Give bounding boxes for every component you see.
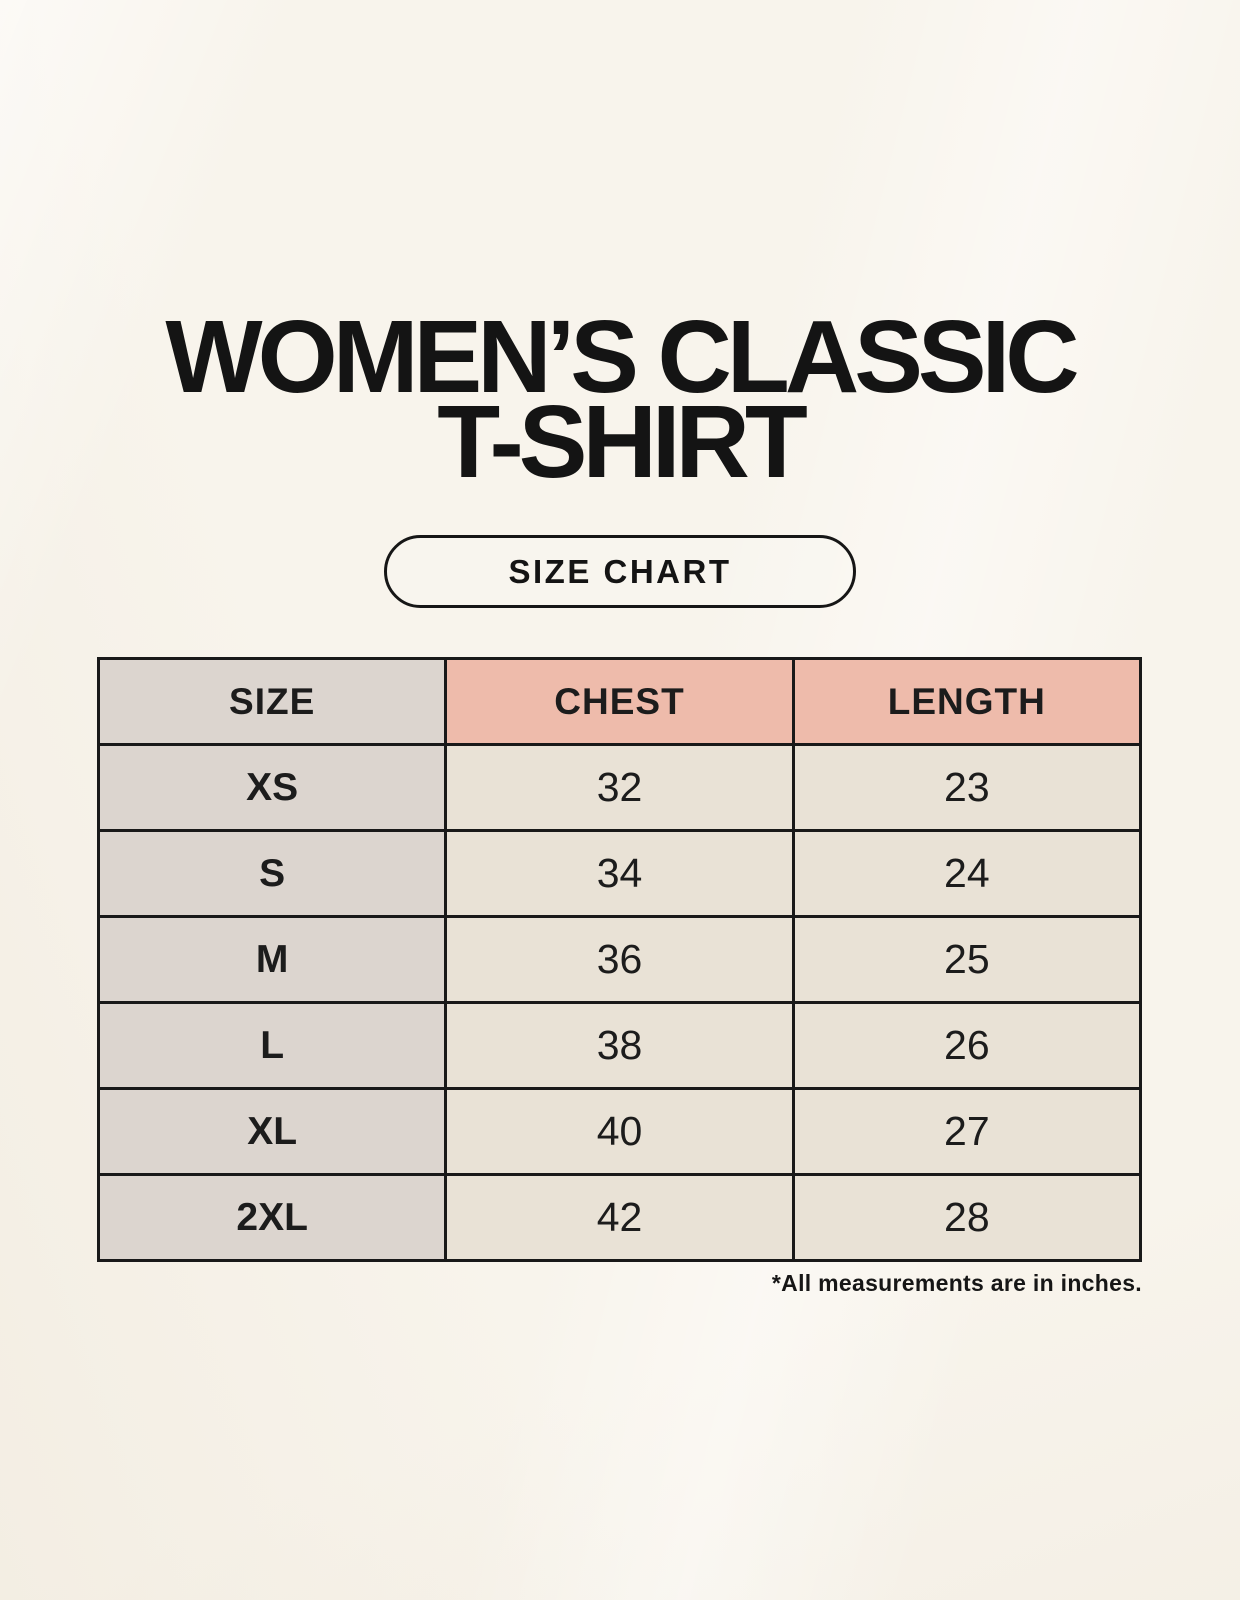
measurement-value-cell: 38	[444, 1001, 795, 1090]
page-title: WOMEN’S CLASSIC T-SHIRT	[0, 299, 1240, 499]
title-line-2: T-SHIRT	[437, 383, 808, 499]
size-chart-badge-label: SIZE CHART	[508, 552, 732, 590]
measurement-value-cell: 40	[444, 1087, 795, 1176]
measurement-value-cell: 25	[791, 915, 1143, 1004]
measurements-footnote: *All measurements are in inches.	[771, 1270, 1142, 1296]
size-label-cell: 2XL	[96, 1173, 448, 1262]
header-row: SIZE CHEST LENGTH	[96, 657, 1143, 746]
measurement-value-cell: 32	[444, 743, 795, 832]
size-chart-badge: SIZE CHART	[384, 535, 856, 608]
title-line-1: WOMEN’S CLASSIC	[165, 299, 1079, 414]
table-row: L 38 26	[96, 1001, 1143, 1090]
table-header: SIZE CHEST LENGTH	[96, 657, 1143, 746]
measurement-value-cell: 27	[791, 1087, 1143, 1176]
measurement-value-cell: 28	[791, 1173, 1143, 1262]
measurement-value-cell: 23	[791, 743, 1143, 832]
size-label-cell: M	[96, 915, 448, 1004]
table-row: S 34 24	[96, 829, 1143, 918]
header-cell-length: LENGTH	[791, 657, 1143, 746]
table-row: XL 40 27	[96, 1087, 1143, 1176]
header-cell-chest: CHEST	[444, 657, 795, 746]
table-row: 2XL 42 28	[96, 1173, 1143, 1262]
size-label-cell: XL	[96, 1087, 448, 1176]
table-body: XS 32 23 S 34 24 M 36 25 L 38 26 XL 40 27 2XL 42 28	[96, 743, 1143, 1262]
size-chart-table: SIZE CHEST LENGTH XS 32 23 S 34 24 M 36 25 L 38 26 X…	[96, 657, 1143, 1262]
measurement-value-cell: 24	[791, 829, 1143, 918]
size-label-cell: S	[96, 829, 448, 918]
measurement-value-cell: 34	[444, 829, 795, 918]
table-row: M 36 25	[96, 915, 1143, 1004]
table-row: XS 32 23	[96, 743, 1143, 832]
size-label-cell: XS	[96, 743, 448, 832]
measurement-value-cell: 36	[444, 915, 795, 1004]
measurement-value-cell: 42	[444, 1173, 795, 1262]
header-cell-size: SIZE	[96, 657, 448, 746]
size-label-cell: L	[96, 1001, 448, 1090]
measurement-value-cell: 26	[791, 1001, 1143, 1090]
